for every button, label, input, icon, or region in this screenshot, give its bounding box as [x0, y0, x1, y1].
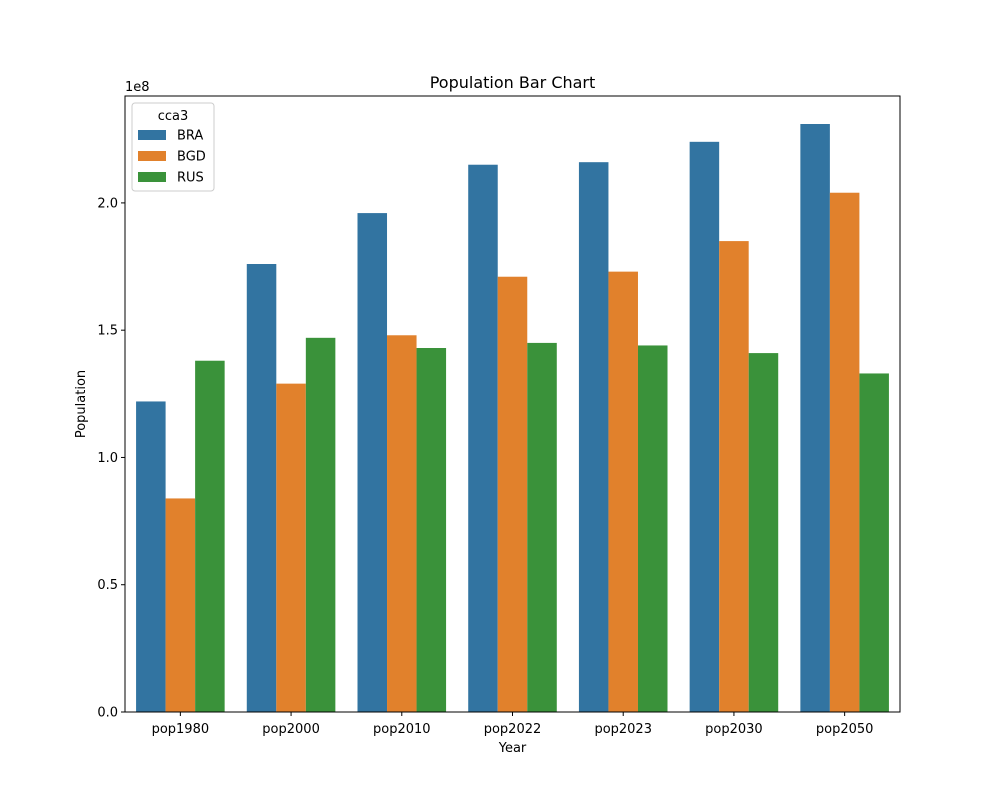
bar-bra-pop2023 [578, 162, 609, 712]
bar-rus-pop2050 [859, 373, 889, 712]
legend-label-rus: RUS [177, 171, 204, 186]
bar-bra-pop2022 [468, 164, 498, 712]
y-offset-label: 1e8 [125, 80, 150, 95]
x-axis-label: Year [498, 741, 527, 756]
bar-rus-pop1980 [195, 360, 225, 712]
chart-title: Population Bar Chart [430, 73, 596, 92]
bar-bgd-pop2050 [829, 192, 860, 712]
y-tick-label: 0.0 [97, 706, 118, 721]
x-tick-label: pop2010 [373, 722, 431, 737]
x-tick-label: pop2030 [705, 722, 763, 737]
legend-swatch-bra [138, 130, 166, 140]
bar-bra-pop1980 [136, 401, 166, 712]
legend: cca3 BRA BGD RUS [131, 102, 215, 192]
bar-bgd-pop2000 [276, 383, 306, 712]
x-tick-label: pop2022 [484, 722, 542, 737]
y-tick-label: 1.0 [97, 451, 118, 466]
y-tick-label: 1.5 [97, 324, 118, 339]
bar-rus-pop2000 [305, 337, 336, 712]
plot-frame [124, 95, 901, 713]
bar-bgd-pop2010 [387, 335, 417, 712]
bar-rus-pop2030 [748, 353, 779, 712]
bar-bra-pop2030 [689, 141, 720, 712]
legend-title: cca3 [158, 109, 189, 124]
bar-rus-pop2023 [637, 345, 668, 712]
bar-bra-pop2050 [800, 124, 830, 712]
x-tick-label: pop2023 [594, 722, 652, 737]
bar-bgd-pop2022 [497, 276, 528, 712]
y-tick-label: 2.0 [97, 196, 118, 211]
y-axis-label: Population [74, 370, 89, 438]
x-tick-label: pop2000 [262, 722, 320, 737]
x-axis: pop1980 pop2000 pop2010 pop2022 pop2023 pop20… [152, 712, 874, 737]
legend-swatch-rus [138, 172, 166, 182]
legend-swatch-bgd [138, 151, 166, 161]
y-axis: 0.0 0.5 1.0 1.5 2.0 [97, 196, 125, 721]
x-tick-label: pop2050 [816, 722, 874, 737]
bar-rus-pop2010 [416, 348, 447, 712]
bars-group [136, 124, 889, 712]
legend-label-bra: BRA [177, 129, 203, 144]
y-tick-label: 0.5 [97, 578, 118, 593]
bar-bgd-pop1980 [165, 498, 196, 712]
bar-bgd-pop2030 [719, 241, 749, 712]
bar-bra-pop2010 [357, 213, 388, 712]
x-tick-label: pop1980 [152, 722, 210, 737]
bar-bgd-pop2023 [608, 271, 638, 712]
legend-label-bgd: BGD [177, 150, 206, 165]
legend-box [131, 102, 215, 192]
bar-bra-pop2000 [246, 264, 277, 712]
bar-rus-pop2022 [527, 342, 557, 712]
